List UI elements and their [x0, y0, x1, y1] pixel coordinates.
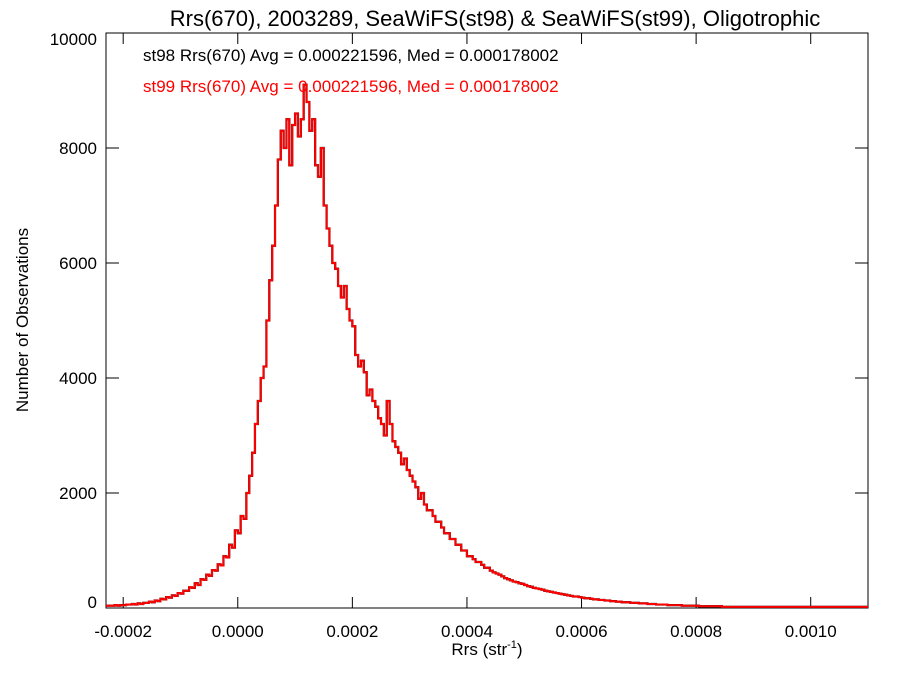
x-tick-label: 0.0004	[441, 622, 493, 641]
x-tick-label: 0.0002	[326, 622, 378, 641]
histogram-series-0	[106, 83, 868, 608]
series-layer	[106, 83, 868, 608]
y-axis-ticks: 0 2000 4000 6000 8000 10000	[50, 30, 868, 612]
chart-title: Rrs(670), 2003289, SeaWiFS(st98) & SeaWi…	[170, 6, 820, 31]
y-tick-label: 2000	[59, 484, 97, 503]
x-axis-title-sup: -1	[507, 639, 517, 651]
y-tick-label: 0	[88, 593, 97, 612]
x-axis-title-main: Rrs (str	[451, 640, 507, 659]
x-axis-title-close: )	[517, 640, 523, 659]
plot-frame	[105, 32, 869, 609]
x-tick-label: 0.0006	[556, 622, 608, 641]
x-tick-label: 0.0000	[212, 622, 264, 641]
y-tick-label: 4000	[59, 369, 97, 388]
st98-annotation: st98 Rrs(670) Avg = 0.000221596, Med = 0…	[143, 46, 559, 65]
x-axis-ticks: -0.0002 0.0000 0.0002 0.0004 0.0006 0.0008 0.0…	[94, 33, 837, 641]
x-tick-label: -0.0002	[94, 622, 152, 641]
histogram-series-1	[106, 83, 868, 608]
st99-annotation: st99 Rrs(670) Avg = 0.000221596, Med = 0…	[143, 77, 559, 96]
y-tick-label: 6000	[59, 254, 97, 273]
x-axis-title: Rrs (str-1)	[451, 639, 522, 659]
y-axis-title: Number of Observations	[13, 228, 32, 412]
x-tick-label: 0.0010	[785, 622, 837, 641]
y-tick-label: 10000	[50, 30, 97, 49]
x-tick-label: 0.0008	[670, 622, 722, 641]
y-tick-label: 8000	[59, 139, 97, 158]
